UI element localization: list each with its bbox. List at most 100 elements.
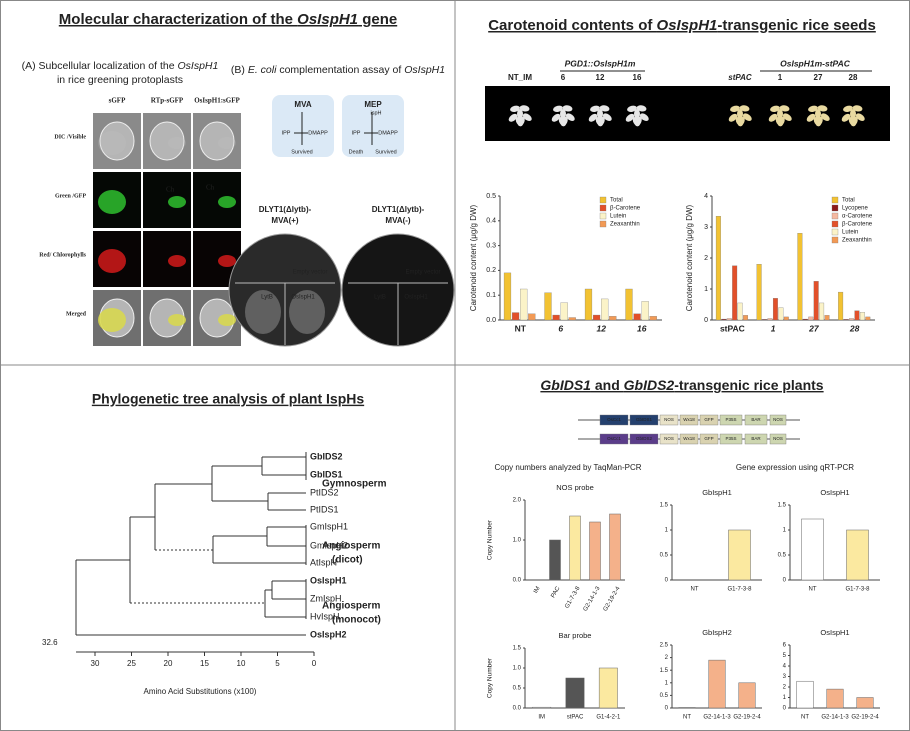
construct-part (719, 414, 743, 426)
seed (517, 109, 523, 119)
bar (824, 315, 830, 321)
seed (597, 109, 603, 119)
line-label: 28 (849, 73, 858, 82)
signal (98, 249, 126, 273)
seed (590, 105, 600, 112)
title-part: E. coli (248, 64, 277, 76)
y-tick-label: 1 (783, 695, 787, 701)
bar (756, 264, 762, 321)
section-title: Copy numbers analyzed by TaqMan-PCR (494, 463, 641, 472)
bar (568, 317, 576, 321)
x-tick-label: 12 (597, 323, 607, 333)
legend-label: Zeaxanthin (842, 238, 872, 244)
signal (168, 255, 186, 267)
pathway-text: Death (349, 149, 364, 155)
row-label: Green /GFP (55, 193, 86, 199)
row-label: Merged (66, 311, 87, 317)
group-label: (monocot) (332, 615, 381, 626)
y-tick-label: 1.0 (513, 538, 522, 544)
seed (508, 113, 518, 122)
construct-part (719, 433, 743, 445)
leaf-label: OsIspH2 (310, 629, 347, 639)
y-tick-label: 2 (704, 255, 708, 262)
bar (584, 288, 593, 321)
seed (627, 105, 637, 112)
x-tick-label: IM (533, 586, 542, 595)
construct-label: GbIDS2 (636, 436, 653, 441)
y-axis-label: Copy Number (487, 657, 494, 698)
title-part: GbIDS1 (540, 377, 591, 393)
bar (678, 707, 696, 709)
bar (865, 316, 871, 321)
signal (218, 314, 236, 326)
seed (808, 105, 818, 112)
seed (560, 109, 566, 119)
y-tick-label: 2.5 (660, 643, 669, 649)
bar (641, 301, 649, 321)
bar (797, 233, 803, 321)
legend-swatch (599, 204, 607, 212)
legend-swatch (831, 204, 839, 212)
title-part: -transgenic rice plants (674, 377, 824, 393)
x-tick-label: G2-19-2-4 (733, 715, 761, 721)
x-tick-label: 25 (127, 659, 136, 668)
y-tick-label: 0.5 (513, 686, 522, 692)
x-tick-label: G2-14-1-3 (703, 715, 731, 721)
seed (522, 113, 532, 121)
x-tick-label: NT (809, 587, 817, 593)
leaf-label: GmIspH1 (310, 521, 348, 531)
bar (738, 682, 756, 709)
seed (737, 109, 743, 119)
bar (826, 688, 844, 709)
group-label: OsIspH1m-stPAC (780, 58, 851, 68)
construct-part (629, 414, 659, 426)
seed (519, 105, 530, 112)
plate-label: DLYT1(Δlytb)- (259, 205, 312, 214)
title-part: GbIDS2 (624, 377, 675, 393)
bar (708, 659, 726, 709)
seed (551, 113, 561, 122)
seed (779, 105, 790, 112)
seed (515, 117, 523, 127)
y-tick-label: 0.0 (513, 578, 522, 584)
signal (168, 137, 186, 149)
bar (633, 313, 641, 321)
y-tick-label: 1.5 (660, 503, 669, 509)
leaf-label: PtIDS1 (310, 504, 339, 514)
y-tick-label: 1.5 (778, 503, 787, 509)
column-label: OsIspH1:sGFP (194, 97, 240, 105)
marker-label: Ch (166, 186, 175, 194)
construct-part (744, 433, 768, 445)
bar (767, 318, 773, 321)
y-tick-label: 2 (783, 685, 787, 691)
x-tick-label: NT (801, 715, 809, 721)
construct-label: Wx18 (683, 417, 695, 422)
title-part: and (591, 377, 624, 393)
legend-label: Zeaxanthin (610, 222, 640, 228)
pathway-name: MVA (294, 100, 311, 109)
line-label: 27 (814, 73, 823, 82)
y-tick-label: 1 (665, 528, 669, 534)
seed (777, 109, 783, 119)
bar (856, 697, 874, 709)
seed (728, 113, 738, 122)
group-label: (dicot) (332, 555, 363, 566)
seed (841, 113, 851, 122)
plate-label: MVA(-) (385, 216, 411, 225)
bar (772, 298, 778, 321)
y-tick-label: 0.0 (486, 317, 496, 324)
bar (854, 310, 860, 321)
seed (553, 105, 563, 112)
plate-label: DLYT1(Δlytb)- (372, 205, 425, 214)
bar (721, 318, 727, 321)
signal (168, 196, 186, 208)
row-label: Red/ Chlorophylls (39, 252, 86, 258)
bar (838, 291, 844, 321)
construct-label: NOS (664, 417, 674, 422)
construct-label: NOS (773, 417, 783, 422)
y-axis-label: Carotenoid content (μg/g DW) (469, 204, 478, 311)
bar (859, 312, 865, 321)
line-label: 12 (596, 73, 605, 82)
bar (565, 677, 585, 709)
